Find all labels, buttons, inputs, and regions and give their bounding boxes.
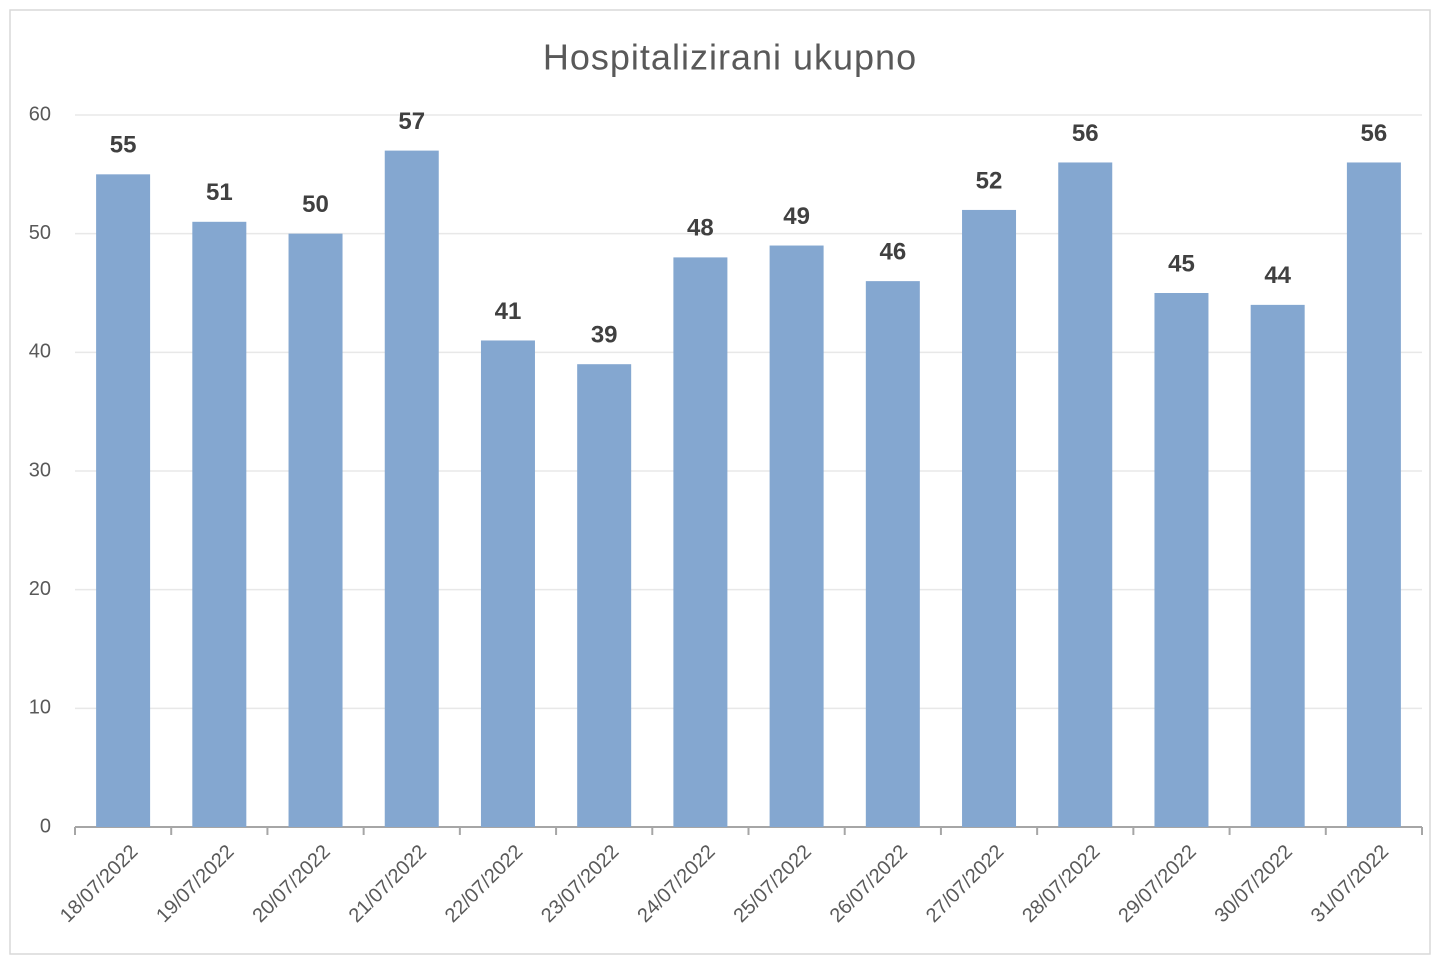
data-label: 52: [976, 167, 1003, 194]
bar: [480, 340, 535, 827]
bar: [288, 233, 343, 827]
data-label: 51: [206, 179, 233, 206]
data-label: 46: [879, 238, 906, 265]
bar: [192, 221, 247, 828]
y-tick-label: 60: [29, 103, 51, 125]
bar: [1058, 162, 1113, 827]
bar: [962, 209, 1017, 827]
data-label: 57: [398, 108, 425, 135]
y-tick-label: 40: [29, 341, 51, 363]
data-label: 55: [110, 132, 137, 159]
y-tick-label: 30: [29, 459, 51, 481]
bar: [384, 150, 439, 828]
bar: [769, 245, 824, 828]
y-tick-label: 50: [29, 222, 51, 244]
data-label: 50: [302, 191, 329, 218]
data-label: 48: [687, 215, 714, 242]
data-label: 56: [1361, 120, 1388, 147]
data-label: 39: [591, 322, 618, 349]
bar: [96, 174, 151, 828]
bar: [1346, 162, 1401, 827]
data-label: 44: [1264, 262, 1291, 289]
data-label: 49: [783, 203, 810, 230]
bar: [1154, 293, 1209, 827]
y-tick-label: 0: [40, 815, 51, 837]
bar: [577, 364, 632, 827]
data-label: 41: [495, 298, 522, 325]
y-tick-label: 10: [29, 697, 51, 719]
bar: [865, 281, 920, 828]
bar: [673, 257, 728, 827]
bar: [1250, 304, 1305, 827]
chart-title: Hospitalizirani ukupno: [543, 37, 917, 78]
data-label: 56: [1072, 120, 1099, 147]
y-tick-label: 20: [29, 578, 51, 600]
data-label: 45: [1168, 250, 1195, 277]
